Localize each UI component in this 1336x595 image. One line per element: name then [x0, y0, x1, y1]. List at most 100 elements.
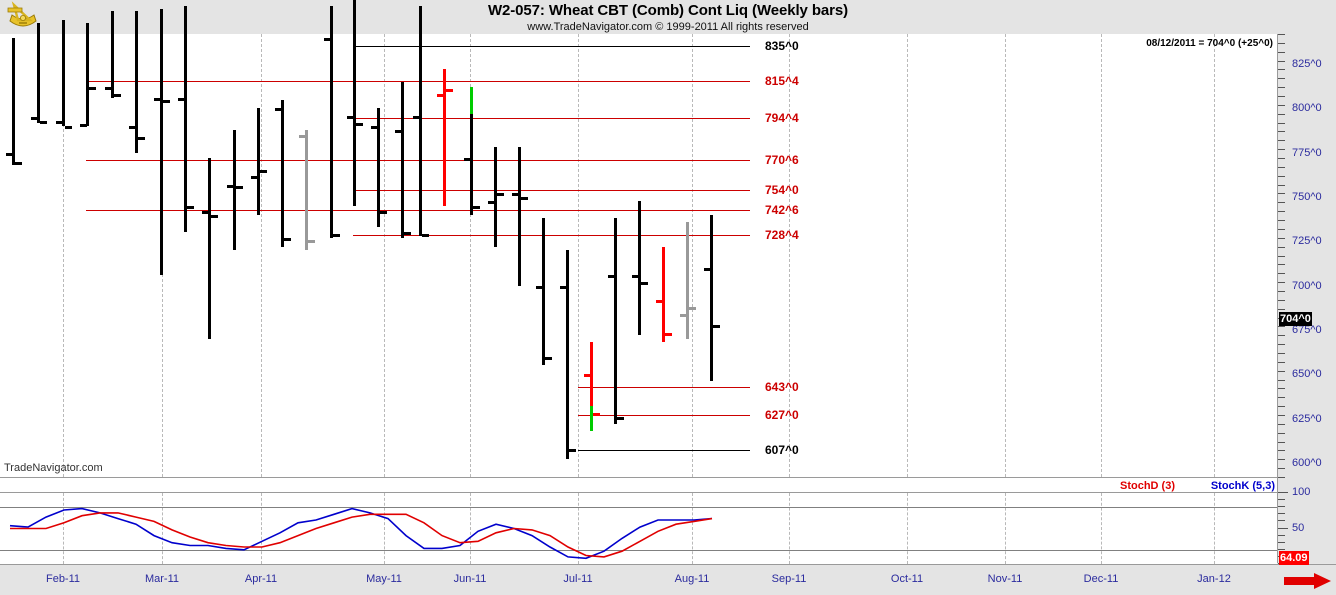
ohlc-bar — [305, 129, 308, 251]
scale-tick — [1278, 264, 1285, 266]
scale-tick — [1278, 441, 1285, 443]
ohlc-close-tick — [380, 211, 387, 215]
scale-tick — [1278, 388, 1285, 390]
indicator-reference-line — [0, 507, 1277, 509]
ohlc-bar — [62, 19, 65, 127]
indicator-scale-tick — [1278, 506, 1285, 508]
ohlc-open-tick — [275, 108, 282, 112]
scale-tick — [1278, 158, 1285, 160]
level-line-794^4 — [353, 118, 750, 120]
stochastic-pane[interactable]: StochD (3) StochK (5,3) — [0, 480, 1277, 565]
right-arrow-icon[interactable] — [1284, 573, 1332, 589]
scale-tick — [1278, 450, 1285, 452]
legend-stoch-k: StochK (5,3) — [1210, 480, 1275, 492]
date-label-Aug-11: Aug-11 — [674, 573, 710, 585]
ohlc-bar — [662, 246, 665, 343]
scale-tick — [1278, 308, 1285, 310]
ohlc-open-tick — [632, 274, 639, 278]
scale-tick — [1278, 202, 1285, 204]
watermark-text: TradeNavigator.com — [4, 462, 103, 474]
ohlc-close-tick — [473, 205, 480, 209]
scale-tick — [1278, 477, 1285, 478]
scale-label-650^0: 650^0 — [1292, 368, 1322, 381]
gridline-month-4 — [470, 34, 471, 477]
scale-tick — [1278, 459, 1285, 461]
ohlc-close-tick — [545, 356, 552, 360]
indicator-scale-tick — [1278, 520, 1285, 522]
ohlc-bar — [208, 158, 211, 339]
date-label-Jun-11: Jun-11 — [453, 573, 487, 585]
ohlc-close-tick — [236, 186, 243, 190]
copyright-subtitle: www.TradeNavigator.com © 1999-2011 All r… — [527, 21, 809, 33]
scale-label-750^0: 750^0 — [1292, 191, 1322, 204]
scale-tick — [1278, 468, 1285, 470]
date-label-Oct-11: Oct-11 — [890, 573, 924, 585]
scale-tick — [1278, 282, 1285, 284]
level-label-770^6: 770^6 — [765, 153, 799, 168]
scale-tick — [1278, 432, 1285, 434]
ohlc-bar — [377, 108, 380, 228]
scale-tick — [1278, 131, 1285, 133]
price-chart-pane[interactable]: 835^0 815^4 794^4 770^6 754^0 742^6 728^4 643^0… — [0, 0, 1277, 478]
scale-tick — [1278, 166, 1285, 168]
stochastic-lines — [9, 507, 713, 560]
ohlc-bar — [401, 81, 404, 238]
ohlc-bar — [184, 5, 187, 233]
scale-tick — [1278, 352, 1285, 354]
ohlc-close-tick — [713, 324, 720, 328]
ohlc-open-tick — [129, 126, 136, 130]
ohlc-bar — [12, 37, 15, 166]
gridline-month-7 — [789, 493, 790, 564]
gridline-month-10 — [1101, 34, 1102, 477]
ohlc-bar-up-segment — [590, 406, 593, 431]
gridline-month-6 — [692, 493, 693, 564]
level-label-742^6: 742^6 — [765, 202, 799, 217]
ohlc-bar — [542, 218, 545, 366]
scale-tick — [1278, 51, 1285, 53]
gridline-month-3 — [384, 493, 385, 564]
scale-tick — [1278, 87, 1285, 89]
date-label-Dec-11: Dec-11 — [1083, 573, 1119, 585]
ohlc-open-tick — [6, 152, 13, 156]
scale-tick — [1278, 211, 1285, 213]
last-quote-readout: 08/12/2011 = 704^0 (+25^0) — [1146, 38, 1273, 49]
date-label-Apr-11: Apr-11 — [244, 573, 278, 585]
ohlc-close-tick — [211, 214, 218, 218]
ohlc-bar — [419, 5, 422, 237]
scale-tick — [1278, 246, 1285, 248]
scale-tick — [1278, 335, 1285, 337]
level-line-754^0 — [353, 189, 750, 191]
gridline-month-11 — [1214, 34, 1215, 477]
ohlc-close-tick — [308, 239, 315, 243]
date-label-Sep-11: Sep-11 — [771, 573, 807, 585]
gridline-month-11 — [1214, 493, 1215, 564]
ohlc-close-tick — [163, 99, 170, 103]
level-label-607^0: 607^0 — [765, 443, 799, 458]
ohlc-close-tick — [138, 136, 145, 140]
date-label-Jan-12: Jan-12 — [1197, 573, 1231, 585]
ohlc-bar — [686, 221, 689, 339]
ohlc-open-tick — [56, 120, 63, 124]
scale-tick — [1278, 149, 1285, 151]
ohlc-bar — [443, 69, 446, 206]
gridline-month-0 — [63, 493, 64, 564]
ohlc-open-tick — [413, 115, 420, 119]
level-label-754^0: 754^0 — [765, 182, 799, 197]
price-scale-axis[interactable]: 825^0 800^0 775^0 750^0 725^0 700^0 675^0 650^0… — [1277, 34, 1336, 565]
ohlc-close-tick — [40, 120, 47, 124]
current-indicator-marker: 64.09 — [1279, 551, 1309, 565]
scale-tick — [1278, 220, 1285, 222]
scale-tick — [1278, 193, 1285, 195]
ohlc-bar — [37, 23, 40, 123]
ohlc-close-tick — [89, 87, 96, 91]
scale-label-675^0: 675^0 — [1292, 323, 1322, 336]
date-axis[interactable]: Feb-11 Mar-11 Apr-11 May-11 Jun-11 Jul-11 Aug-… — [0, 564, 1336, 595]
ohlc-open-tick — [395, 129, 402, 133]
ohlc-open-tick — [656, 299, 663, 303]
current-price-marker: 704^0 — [1279, 312, 1312, 326]
ohlc-bar — [257, 108, 260, 215]
ohlc-open-tick — [512, 193, 519, 197]
ohlc-bar — [590, 342, 593, 419]
ohlc-open-tick — [371, 126, 378, 130]
indicator-scale-tick — [1278, 548, 1285, 550]
